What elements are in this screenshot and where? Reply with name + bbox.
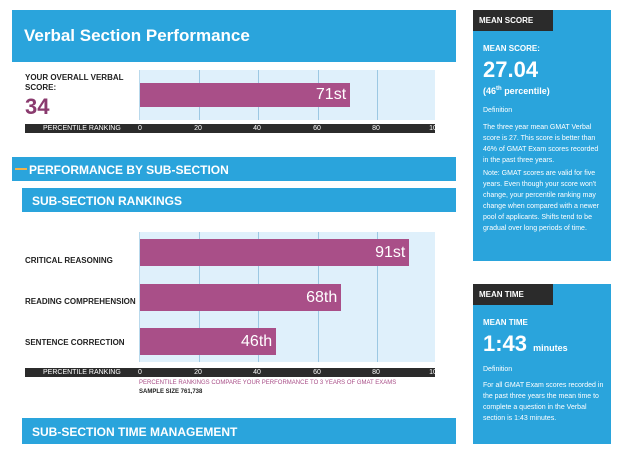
rankings-axis-strip: PERCENTILE RANKING 0 20 40 60 80 100 — [25, 368, 441, 377]
overall-percentile-label: 71st — [315, 86, 347, 103]
mean-time-value: 1:43 — [483, 331, 528, 356]
mean-time-display: 1:43 minutes — [483, 331, 568, 357]
critical-reasoning-rank: 91st — [375, 243, 406, 261]
axis-tick-60: 60 — [313, 369, 321, 376]
rankings-comparison-note: PERCENTILE RANKINGS COMPARE YOUR PERFORM… — [139, 380, 397, 386]
performance-by-subsection-banner: PERFORMANCE BY SUB-SECTION — [12, 157, 456, 181]
grid-line-80 — [377, 232, 378, 362]
mean-score-label: MEAN SCORE: — [483, 44, 540, 53]
mean-score-percentile-sup: th — [496, 86, 502, 92]
subsection-rankings-chart: 91st 68th 46th — [139, 232, 435, 362]
critical-reasoning-label: CRITICAL REASONING — [25, 256, 113, 265]
mean-score-value: 27.04 — [483, 57, 539, 82]
page-header-banner: Verbal Section Performance — [12, 10, 456, 62]
overall-axis-strip: PERCENTILE RANKING 0 20 40 60 80 100 — [25, 124, 441, 133]
sentence-correction-label: SENTENCE CORRECTION — [25, 338, 125, 347]
overall-score-label-line1: YOUR OVERALL VERBAL — [25, 73, 124, 82]
performance-by-subsection-title: PERFORMANCE BY SUB-SECTION — [29, 163, 229, 177]
reading-comprehension-rank: 68th — [306, 288, 338, 306]
critical-reasoning-bar: 91st — [140, 239, 410, 266]
mean-score-definition-heading: Definition — [483, 107, 513, 114]
mean-score-panel: MEAN SCORE MEAN SCORE: 27.04 (46th perce… — [473, 10, 611, 261]
sentence-correction-rank: 46th — [241, 332, 273, 350]
sentence-correction-bar: 46th — [140, 328, 277, 355]
mean-score-tab[interactable]: MEAN SCORE — [473, 10, 553, 31]
subsection-rankings-banner: SUB-SECTION RANKINGS — [22, 188, 456, 212]
mean-time-label: MEAN TIME — [483, 318, 528, 327]
overall-score-label: YOUR OVERALL VERBAL SCORE: — [25, 73, 124, 93]
mean-score-note: Note: GMAT scores are valid for five yea… — [483, 170, 599, 232]
mean-time-definition: For all GMAT Exam scores recorded in the… — [483, 382, 604, 422]
mean-time-definition-heading: Definition — [483, 366, 513, 373]
axis-tick-0: 0 — [138, 125, 142, 132]
subsection-time-management-title: SUB-SECTION TIME MANAGEMENT — [32, 425, 238, 439]
overall-score-value: 34 — [25, 94, 50, 119]
mean-score-definition: The three year mean GMAT Verbal score is… — [483, 124, 599, 164]
axis-tick-40: 40 — [253, 369, 261, 376]
page-title: Verbal Section Performance — [24, 26, 250, 45]
mean-score-percentile-post: percentile) — [501, 86, 550, 96]
axis-tick-100: 100 — [429, 369, 441, 376]
axis-title: PERCENTILE RANKING — [43, 369, 121, 376]
reading-comprehension-bar: 68th — [140, 284, 342, 311]
accent-dash — [15, 168, 27, 170]
mean-score-percentile-pre: (46 — [483, 86, 497, 96]
grid-line-80 — [377, 70, 378, 120]
mean-time-panel: MEAN TIME MEAN TIME 1:43 minutes Definit… — [473, 284, 611, 444]
axis-tick-40: 40 — [253, 125, 261, 132]
axis-tick-100: 100 — [429, 125, 441, 132]
axis-tick-20: 20 — [194, 369, 202, 376]
axis-tick-0: 0 — [138, 369, 142, 376]
axis-tick-80: 80 — [372, 369, 380, 376]
overall-percentile-bar: 71st — [140, 83, 351, 107]
reading-comprehension-label: READING COMPREHENSION — [25, 297, 136, 306]
axis-tick-80: 80 — [372, 125, 380, 132]
mean-score-percentile: (46th percentile) — [483, 86, 550, 96]
overall-score-label-line2: SCORE: — [25, 83, 57, 92]
axis-title: PERCENTILE RANKING — [43, 125, 121, 132]
subsection-rankings-title: SUB-SECTION RANKINGS — [32, 194, 183, 208]
sample-size-note: SAMPLE SIZE 761,738 — [139, 389, 203, 395]
mean-time-units: minutes — [533, 343, 568, 353]
subsection-time-management-banner: SUB-SECTION TIME MANAGEMENT — [22, 418, 456, 444]
overall-percentile-chart: 71st — [139, 70, 435, 120]
mean-time-tab[interactable]: MEAN TIME — [473, 284, 553, 305]
axis-tick-60: 60 — [313, 125, 321, 132]
axis-tick-20: 20 — [194, 125, 202, 132]
